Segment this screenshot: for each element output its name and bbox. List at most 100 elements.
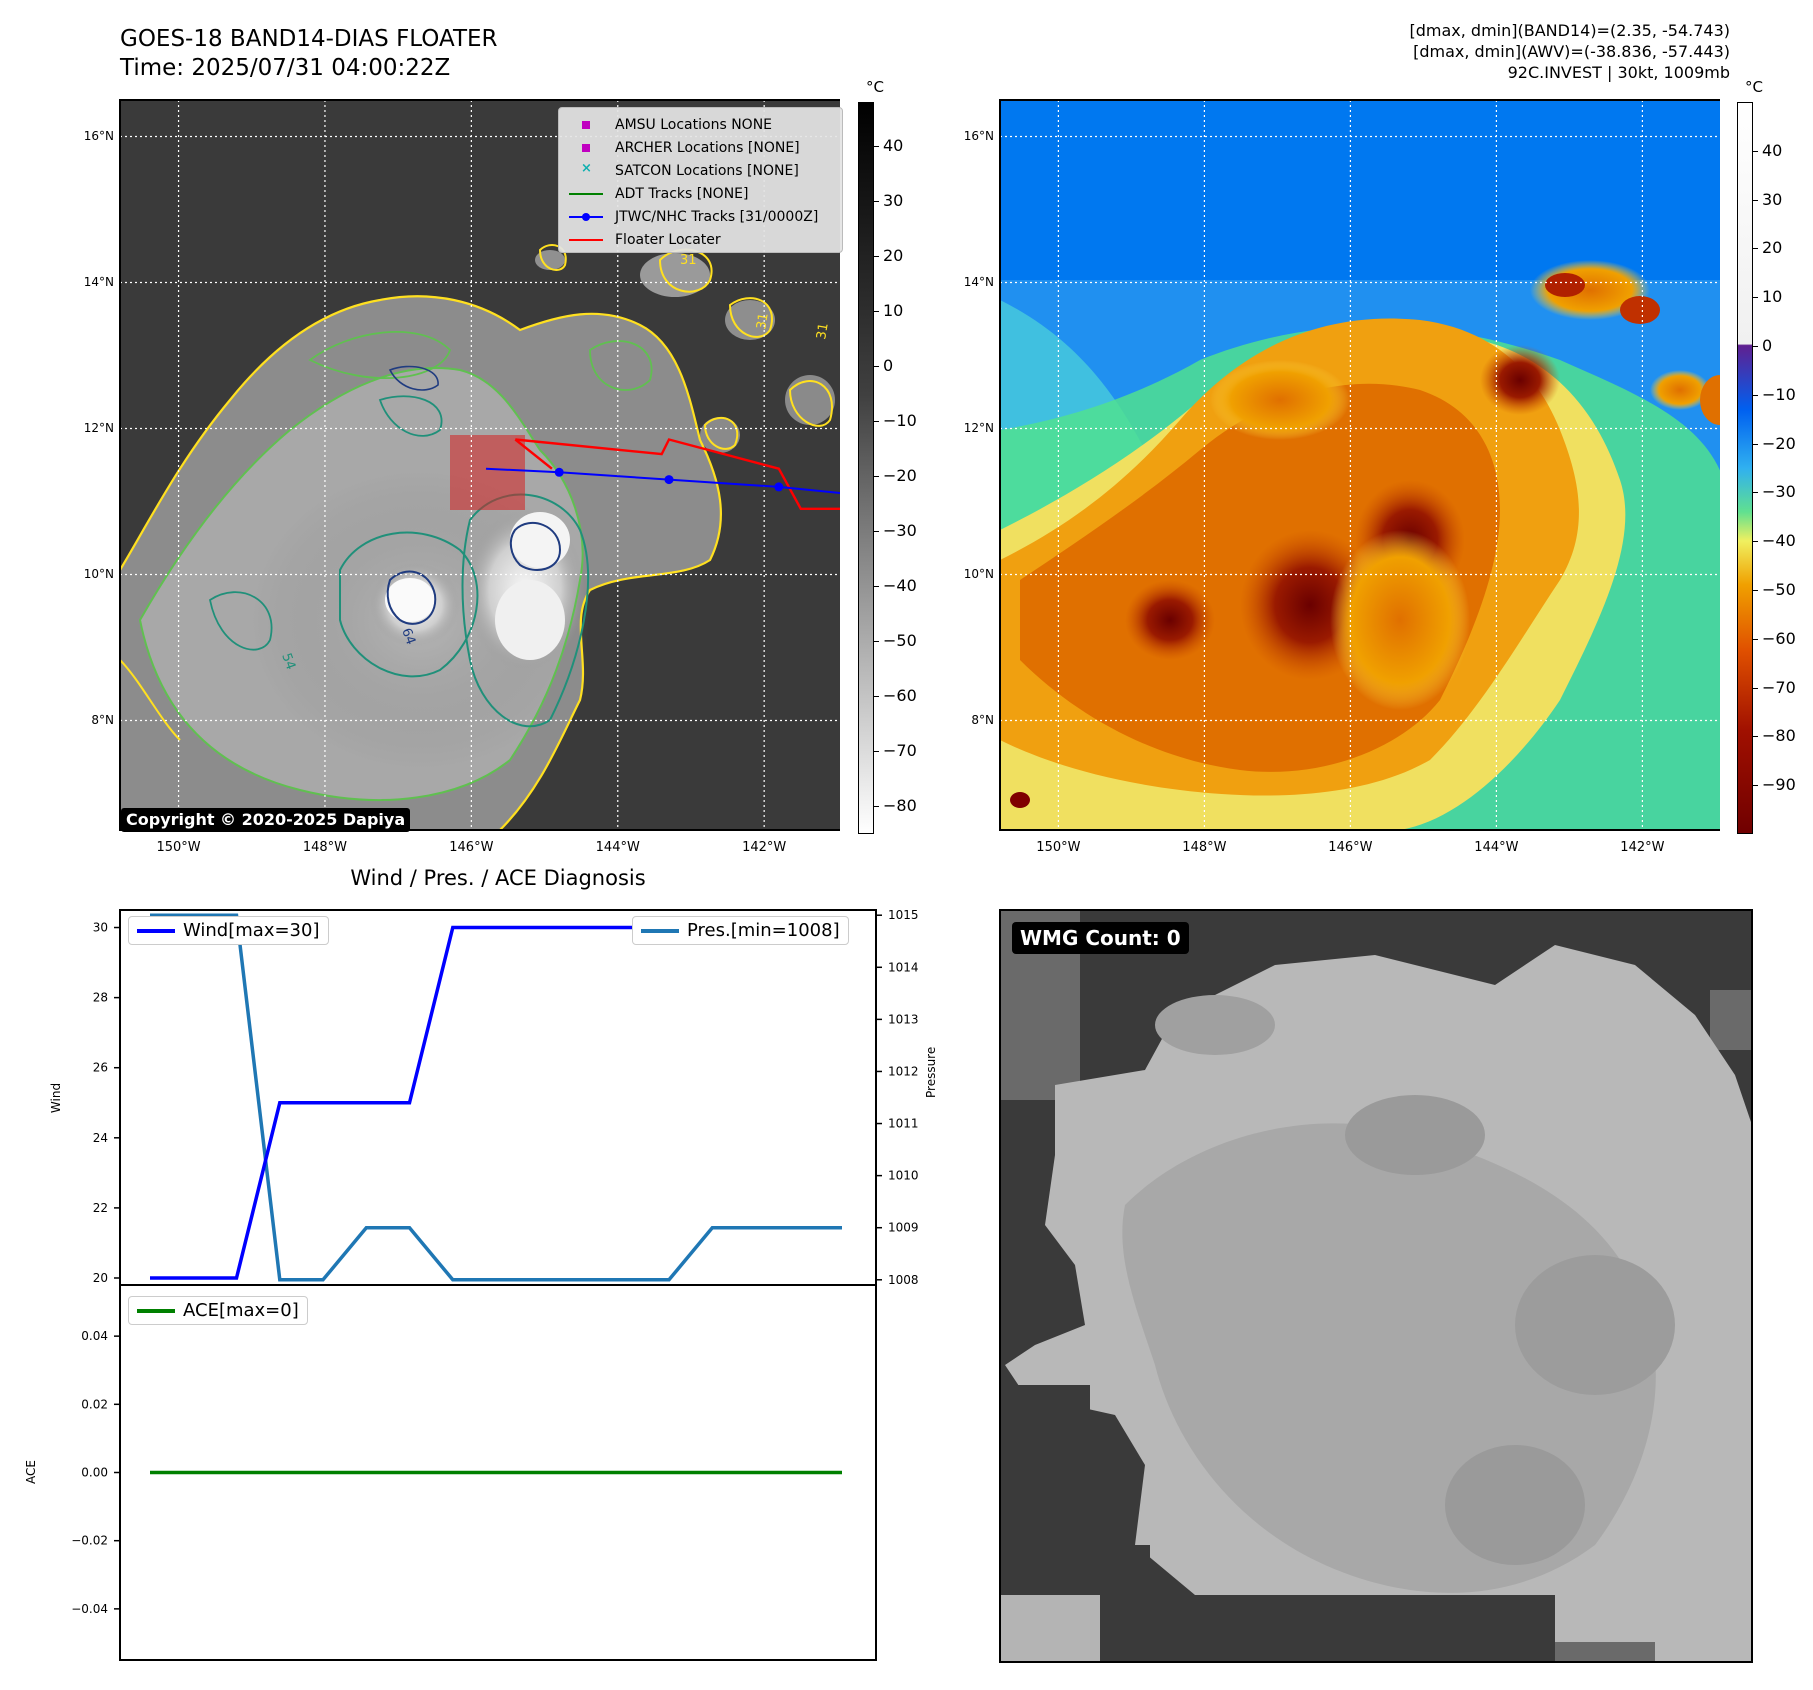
- ace-legend-label: ACE[max=0]: [183, 1300, 299, 1321]
- colorbar-tick-label: 40: [883, 136, 904, 156]
- colorbar-tick-mark: [1753, 590, 1758, 591]
- y2-tick-label: 1013: [888, 1012, 919, 1026]
- colorbar-tick-label: 20: [1762, 238, 1783, 258]
- y-tick-label: 28: [93, 991, 108, 1005]
- wind-legend-swatch: [137, 928, 175, 933]
- lat-tick-label: 16°N: [83, 128, 114, 143]
- colorbar-tick-mark: [874, 146, 879, 148]
- legend-label: AMSU Locations NONE: [615, 116, 773, 133]
- colorbar-tick-label: −30: [1762, 482, 1796, 502]
- floater-locater-track: [515, 438, 840, 510]
- legend-marker: [567, 141, 605, 155]
- colorbar-tick-mark: [1753, 394, 1758, 396]
- legend-label: Floater Locater: [615, 231, 721, 248]
- lat-tick-label: 14°N: [83, 274, 114, 289]
- y-tick-label: 24: [93, 1131, 108, 1145]
- legend-label: ADT Tracks [NONE]: [615, 185, 749, 202]
- y2-tick-label: 1014: [888, 960, 919, 974]
- colorbar-tick-mark: [874, 751, 879, 753]
- colorbar-tick-mark: [874, 641, 879, 643]
- contour-label: 31: [754, 312, 772, 331]
- awv-colorbar: [1737, 102, 1753, 834]
- colorbar-tick-label: 20: [883, 246, 904, 266]
- lat-tick-label: 8°N: [91, 712, 114, 727]
- colorbar-tick-label: −10: [883, 411, 917, 431]
- colorbar-tick-mark: [1753, 687, 1758, 689]
- y2-tick-label: 1010: [888, 1169, 919, 1183]
- wmg-panel: [999, 909, 1753, 1663]
- lon-tick-label: 148°W: [302, 840, 348, 855]
- colorbar-tick-mark: [1753, 297, 1758, 299]
- colorbar-tick-mark: [874, 806, 879, 808]
- figure-title-line1: GOES-18 BAND14-DIAS FLOATER: [120, 26, 498, 52]
- colorbar-tick-label: −90: [1762, 775, 1796, 795]
- lon-tick-label: 142°W: [742, 840, 787, 855]
- legend-item: JTWC/NHC Tracks [31/0000Z]: [567, 205, 834, 228]
- wind-legend: Wind[max=30]: [128, 916, 329, 945]
- legend-item: Floater Locater: [567, 228, 834, 251]
- y2-tick-label: 1015: [888, 908, 919, 922]
- colorbar-tick-mark: [874, 256, 879, 258]
- wind-legend-label: Wind[max=30]: [183, 920, 320, 941]
- copyright-badge: Copyright © 2020-2025 Dapiya: [121, 808, 411, 832]
- jtwc-track-points: [554, 467, 784, 492]
- lat-tick-label: 10°N: [963, 566, 994, 581]
- colorbar-tick-mark: [1753, 541, 1758, 543]
- ir-contour-yellow: [119, 295, 722, 831]
- lon-tick-label: 146°W: [1328, 840, 1373, 855]
- colorbar-tick-label: 10: [883, 301, 904, 321]
- colorbar-tick-label: 0: [883, 356, 894, 376]
- info-line2: [dmax, dmin](AWV)=(-38.836, -57.443): [1413, 42, 1730, 61]
- lat-tick-label: 10°N: [83, 566, 114, 581]
- contour-label: 54: [278, 651, 298, 672]
- ace-legend-swatch: [137, 1308, 175, 1313]
- colorbar-tick-label: −10: [1762, 384, 1796, 404]
- lat-tick-label: 14°N: [963, 274, 994, 289]
- floater-locater-inner: [514, 438, 553, 470]
- y-tick-label: −0.04: [71, 1602, 108, 1616]
- lon-tick-label: 144°W: [1474, 840, 1519, 855]
- colorbar-tick-label: 0: [1762, 336, 1773, 355]
- legend-item: ARCHER Locations [NONE]: [567, 136, 834, 159]
- ir-contour-navy: [386, 570, 437, 625]
- lat-tick-label: 12°N: [963, 420, 994, 435]
- y2-tick-label: 1008: [888, 1273, 919, 1287]
- colorbar-tick-mark: [1753, 150, 1758, 152]
- colorbar-tick-label: −20: [883, 466, 917, 486]
- colorbar-tick-mark: [874, 311, 879, 313]
- colorbar-tick-label: −70: [883, 741, 917, 761]
- legend-label: ARCHER Locations [NONE]: [615, 139, 800, 156]
- ace-axis-label: ACE: [24, 1460, 38, 1484]
- colorbar-tick-label: −20: [1762, 433, 1796, 453]
- y-tick-label: 20: [93, 1271, 108, 1285]
- y-tick-label: 30: [93, 921, 108, 935]
- legend-item: AMSU Locations NONE: [567, 113, 834, 136]
- ir-contour-teal: [339, 531, 479, 678]
- contour-label: 64: [398, 626, 418, 647]
- pressure-legend-swatch: [641, 928, 679, 933]
- lat-tick-label: 8°N: [971, 712, 994, 727]
- colorbar-tick-mark: [1753, 492, 1758, 494]
- colorbar-tick-label: −70: [1762, 677, 1796, 697]
- colorbar-tick-label: −50: [1762, 580, 1796, 599]
- contour-label: 31: [680, 253, 697, 268]
- legend-label: SATCON Locations [NONE]: [615, 162, 799, 179]
- colorbar-tick-mark: [874, 531, 879, 533]
- colorbar-tick-label: −40: [883, 576, 917, 596]
- ir-colorbar-unit: °C: [866, 78, 884, 96]
- lon-tick-label: 148°W: [1182, 840, 1227, 855]
- colorbar-tick-label: 10: [1762, 287, 1783, 307]
- diagnosis-chart: 30 28 26 24 22 20 1015 1014 1013 1012 1011 1010 100…: [24, 908, 919, 1661]
- awv-map-panel: [999, 99, 1720, 831]
- colorbar-tick-label: −60: [883, 686, 917, 706]
- diagnosis-title: Wind / Pres. / ACE Diagnosis: [350, 866, 646, 890]
- map-legend: AMSU Locations NONE ARCHER Locations [NON…: [558, 107, 843, 253]
- figure-title-line2: Time: 2025/07/31 04:00:22Z: [120, 55, 451, 81]
- colorbar-tick-label: −50: [883, 631, 917, 651]
- lon-tick-label: 150°W: [156, 840, 201, 855]
- pressure-legend-label: Pres.[min=1008]: [687, 920, 840, 941]
- y-tick-label: 0.02: [81, 1397, 108, 1411]
- colorbar-tick-label: −60: [1762, 628, 1796, 648]
- wmg-count-badge: WMG Count: 0: [1012, 922, 1189, 954]
- legend-marker: [567, 187, 605, 201]
